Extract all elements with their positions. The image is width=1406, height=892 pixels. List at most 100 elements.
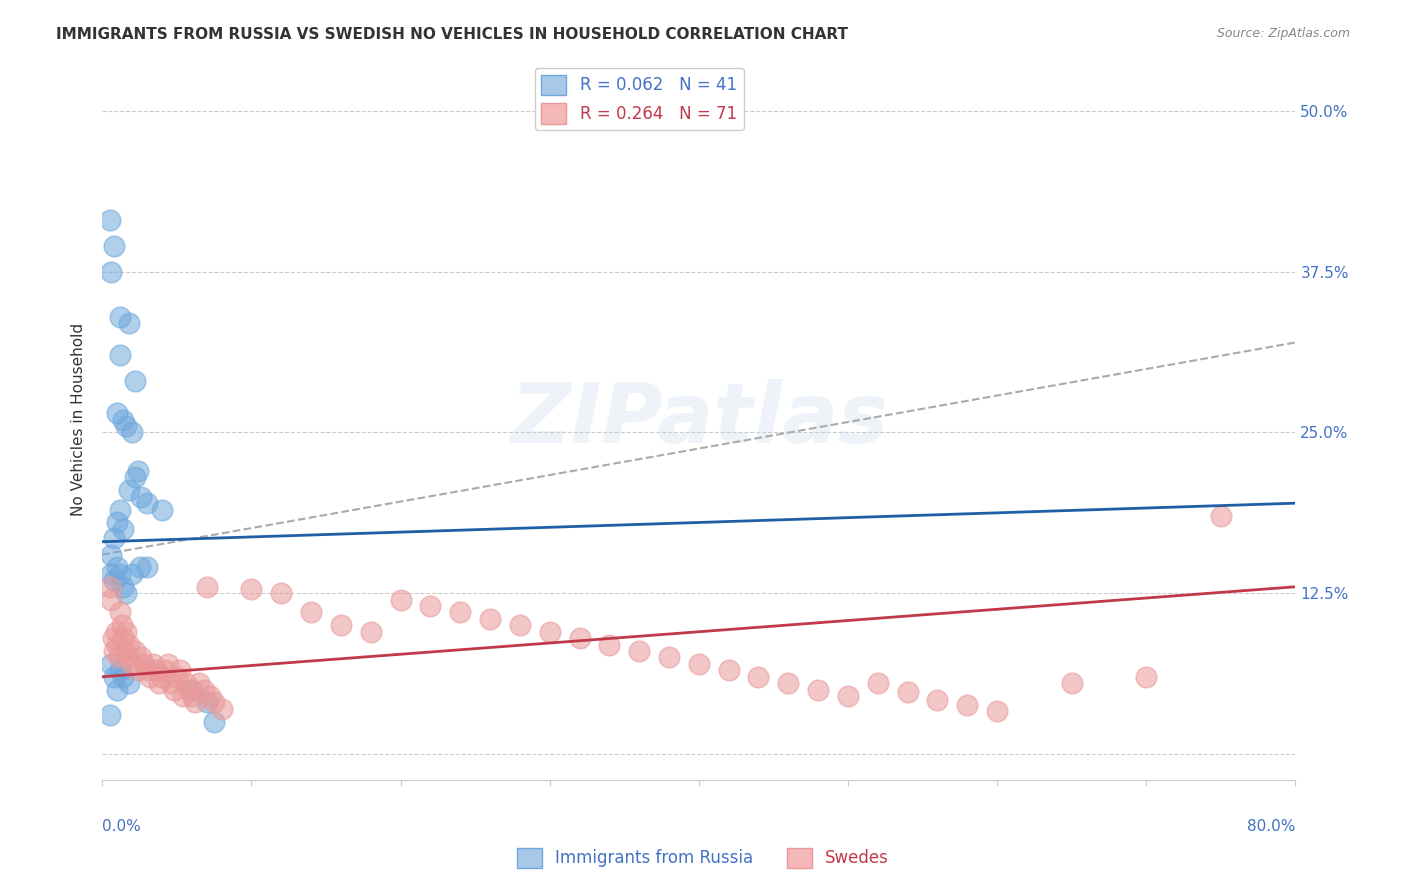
Point bbox=[105, 682, 128, 697]
Point bbox=[145, 663, 167, 677]
Point bbox=[105, 638, 128, 652]
Point bbox=[956, 698, 979, 712]
Point bbox=[118, 676, 141, 690]
Point bbox=[837, 689, 859, 703]
Point bbox=[118, 316, 141, 330]
Point bbox=[986, 705, 1008, 719]
Y-axis label: No Vehicles in Household: No Vehicles in Household bbox=[72, 323, 86, 516]
Point bbox=[107, 650, 129, 665]
Point bbox=[100, 592, 122, 607]
Point bbox=[389, 592, 412, 607]
Point bbox=[118, 483, 141, 498]
Point bbox=[101, 631, 124, 645]
Point bbox=[897, 685, 920, 699]
Point bbox=[108, 310, 131, 324]
Point bbox=[100, 265, 122, 279]
Point bbox=[98, 213, 121, 227]
Point bbox=[153, 663, 176, 677]
Point bbox=[103, 644, 125, 658]
Point bbox=[136, 560, 159, 574]
Point bbox=[115, 624, 138, 639]
Point bbox=[598, 638, 620, 652]
Point bbox=[110, 618, 132, 632]
Point bbox=[148, 676, 170, 690]
Point bbox=[658, 650, 681, 665]
Point bbox=[717, 663, 740, 677]
Point bbox=[103, 531, 125, 545]
Text: 80.0%: 80.0% bbox=[1247, 819, 1295, 834]
Point bbox=[132, 657, 155, 671]
Point bbox=[136, 663, 159, 677]
Point bbox=[172, 689, 194, 703]
Point bbox=[127, 464, 149, 478]
Point bbox=[108, 348, 131, 362]
Point bbox=[117, 650, 139, 665]
Point bbox=[103, 670, 125, 684]
Point bbox=[329, 618, 352, 632]
Text: IMMIGRANTS FROM RUSSIA VS SWEDISH NO VEHICLES IN HOUSEHOLD CORRELATION CHART: IMMIGRANTS FROM RUSSIA VS SWEDISH NO VEH… bbox=[56, 27, 848, 42]
Point bbox=[112, 580, 135, 594]
Point bbox=[127, 663, 149, 677]
Point bbox=[112, 670, 135, 684]
Point bbox=[927, 693, 949, 707]
Point bbox=[807, 682, 830, 697]
Point bbox=[100, 548, 122, 562]
Point bbox=[778, 676, 800, 690]
Point bbox=[1060, 676, 1083, 690]
Point bbox=[163, 682, 186, 697]
Point bbox=[128, 560, 150, 574]
Point bbox=[114, 644, 136, 658]
Point bbox=[105, 560, 128, 574]
Point bbox=[98, 580, 121, 594]
Point bbox=[866, 676, 889, 690]
Point bbox=[270, 586, 292, 600]
Point bbox=[177, 682, 200, 697]
Point bbox=[124, 644, 146, 658]
Point bbox=[108, 566, 131, 581]
Point bbox=[159, 676, 181, 690]
Point bbox=[150, 502, 173, 516]
Point bbox=[121, 566, 143, 581]
Point bbox=[108, 606, 131, 620]
Point bbox=[568, 631, 591, 645]
Point bbox=[129, 490, 152, 504]
Text: ZIPatlas: ZIPatlas bbox=[510, 379, 887, 460]
Point bbox=[509, 618, 531, 632]
Point bbox=[100, 566, 122, 581]
Text: 0.0%: 0.0% bbox=[103, 819, 141, 834]
Point bbox=[198, 689, 221, 703]
Point bbox=[299, 606, 322, 620]
Legend: R = 0.062   N = 41, R = 0.264   N = 71: R = 0.062 N = 41, R = 0.264 N = 71 bbox=[534, 68, 744, 130]
Point bbox=[183, 696, 205, 710]
Point bbox=[112, 631, 135, 645]
Point bbox=[169, 663, 191, 677]
Point bbox=[121, 657, 143, 671]
Point bbox=[139, 670, 162, 684]
Point bbox=[188, 676, 211, 690]
Point bbox=[156, 657, 179, 671]
Point bbox=[124, 470, 146, 484]
Point bbox=[419, 599, 441, 613]
Point bbox=[115, 586, 138, 600]
Point bbox=[118, 638, 141, 652]
Point bbox=[193, 682, 215, 697]
Point bbox=[104, 624, 127, 639]
Legend: Immigrants from Russia, Swedes: Immigrants from Russia, Swedes bbox=[510, 841, 896, 875]
Point bbox=[166, 670, 188, 684]
Point bbox=[121, 425, 143, 440]
Point bbox=[449, 606, 471, 620]
Point bbox=[103, 239, 125, 253]
Point bbox=[479, 612, 502, 626]
Point bbox=[105, 516, 128, 530]
Point bbox=[211, 702, 233, 716]
Point bbox=[202, 696, 225, 710]
Point bbox=[98, 708, 121, 723]
Point bbox=[129, 650, 152, 665]
Point bbox=[202, 714, 225, 729]
Point bbox=[108, 663, 131, 677]
Point bbox=[538, 624, 561, 639]
Point bbox=[115, 419, 138, 434]
Point bbox=[100, 657, 122, 671]
Point bbox=[180, 689, 202, 703]
Point bbox=[195, 696, 218, 710]
